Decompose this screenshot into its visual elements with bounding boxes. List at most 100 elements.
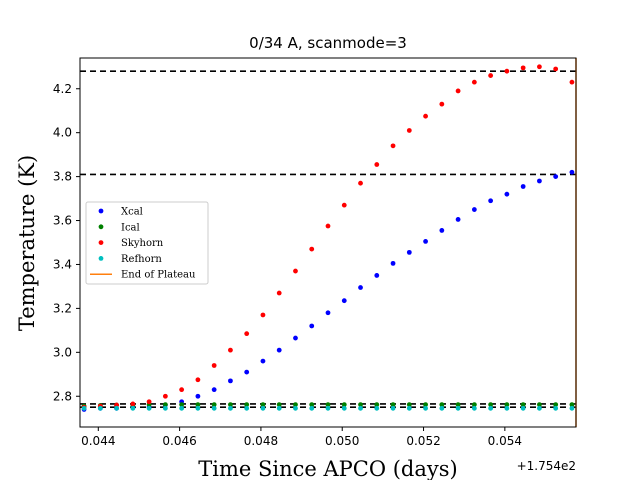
data-point bbox=[455, 217, 461, 222]
data-point bbox=[146, 399, 152, 405]
data-point bbox=[211, 387, 217, 393]
data-point bbox=[553, 402, 559, 407]
legend-swatch-skyhorn bbox=[98, 240, 104, 246]
data-point bbox=[471, 405, 477, 411]
data-point bbox=[488, 73, 494, 78]
data-point bbox=[195, 393, 201, 399]
data-point bbox=[211, 405, 217, 411]
data-point bbox=[553, 174, 559, 180]
x-tick-label: 0.054 bbox=[488, 434, 522, 448]
data-point bbox=[228, 402, 233, 407]
data-point bbox=[374, 273, 380, 278]
legend-box bbox=[85, 201, 209, 285]
data-point bbox=[228, 347, 233, 353]
data-point bbox=[325, 223, 331, 229]
data-point bbox=[162, 393, 168, 399]
data-point bbox=[358, 285, 363, 290]
data-point bbox=[325, 310, 331, 316]
legend-label-xcal: Xcal bbox=[121, 207, 143, 218]
legend-label-skyhorn: Skyhorn bbox=[121, 238, 164, 249]
data-point bbox=[537, 402, 542, 407]
legend-label-ical: Ical bbox=[121, 222, 140, 233]
data-point bbox=[162, 405, 168, 411]
data-point bbox=[504, 191, 510, 197]
data-point bbox=[390, 402, 396, 407]
data-point bbox=[439, 228, 445, 233]
data-point bbox=[276, 347, 282, 353]
data-point bbox=[520, 65, 526, 71]
data-point bbox=[325, 405, 331, 411]
x-tick-label: 0.046 bbox=[162, 434, 196, 448]
data-point bbox=[293, 335, 298, 341]
data-point bbox=[260, 358, 266, 364]
legend-label-refhorn: Refhorn bbox=[121, 254, 162, 265]
x-tick-label: 0.052 bbox=[406, 434, 440, 448]
data-point bbox=[130, 401, 136, 407]
y-tick-label: 3.4 bbox=[53, 257, 72, 271]
data-point bbox=[423, 405, 428, 411]
data-point bbox=[195, 377, 201, 383]
data-point bbox=[293, 402, 298, 407]
data-point bbox=[406, 128, 412, 133]
data-point bbox=[211, 402, 217, 407]
data-point bbox=[179, 405, 185, 411]
data-point bbox=[97, 405, 103, 411]
data-point bbox=[569, 405, 575, 411]
data-point bbox=[455, 88, 461, 94]
y-tick-label: 4.2 bbox=[53, 82, 72, 96]
data-point bbox=[390, 405, 396, 411]
data-point bbox=[374, 405, 380, 411]
data-point bbox=[293, 268, 298, 274]
data-point bbox=[390, 143, 396, 149]
y-tick-label: 2.8 bbox=[53, 389, 72, 403]
data-point bbox=[439, 405, 445, 411]
data-point bbox=[488, 198, 494, 204]
data-point bbox=[537, 178, 542, 184]
y-tick-label: 3.8 bbox=[53, 170, 72, 184]
x-axis-label: Time Since APCO (days) bbox=[198, 457, 457, 480]
data-point bbox=[471, 207, 477, 212]
data-point bbox=[293, 405, 298, 411]
y-tick-label: 3.2 bbox=[53, 301, 72, 315]
data-point bbox=[358, 180, 363, 186]
data-point bbox=[488, 405, 494, 411]
data-point bbox=[406, 405, 412, 411]
series-skyhorn bbox=[81, 64, 575, 410]
data-point bbox=[341, 298, 347, 304]
data-point bbox=[195, 402, 201, 407]
legend-label-end-of-plateau: End of Plateau bbox=[121, 270, 196, 281]
y-tick-label: 3.0 bbox=[53, 345, 72, 359]
data-point bbox=[553, 405, 559, 411]
legend-swatch-ical bbox=[98, 224, 104, 230]
data-point bbox=[471, 79, 477, 85]
y-tick-label: 3.6 bbox=[53, 214, 72, 228]
data-point bbox=[81, 405, 87, 411]
chart-title: 0/34 A, scanmode=3 bbox=[249, 34, 407, 52]
data-point bbox=[260, 405, 266, 411]
plot-frame bbox=[79, 57, 577, 428]
data-point bbox=[276, 402, 282, 407]
data-point bbox=[309, 405, 315, 411]
x-tick-label: 0.050 bbox=[325, 434, 359, 448]
data-point bbox=[455, 402, 461, 407]
data-point bbox=[406, 402, 412, 407]
data-point bbox=[276, 290, 282, 296]
data-point bbox=[341, 202, 347, 208]
x-tick-label: 0.048 bbox=[244, 434, 278, 448]
x-tick-label: 0.044 bbox=[81, 434, 115, 448]
data-point bbox=[390, 260, 396, 266]
data-point bbox=[406, 249, 412, 255]
data-point bbox=[374, 402, 380, 407]
data-point bbox=[569, 169, 575, 175]
y-tick-label: 4.0 bbox=[53, 126, 72, 140]
data-point bbox=[244, 405, 250, 411]
data-point bbox=[537, 405, 542, 411]
data-point bbox=[439, 101, 445, 107]
data-point bbox=[520, 405, 526, 411]
data-point bbox=[146, 405, 152, 411]
data-point bbox=[537, 64, 542, 70]
data-point bbox=[114, 405, 119, 411]
data-point bbox=[471, 402, 477, 407]
data-point bbox=[244, 331, 250, 337]
